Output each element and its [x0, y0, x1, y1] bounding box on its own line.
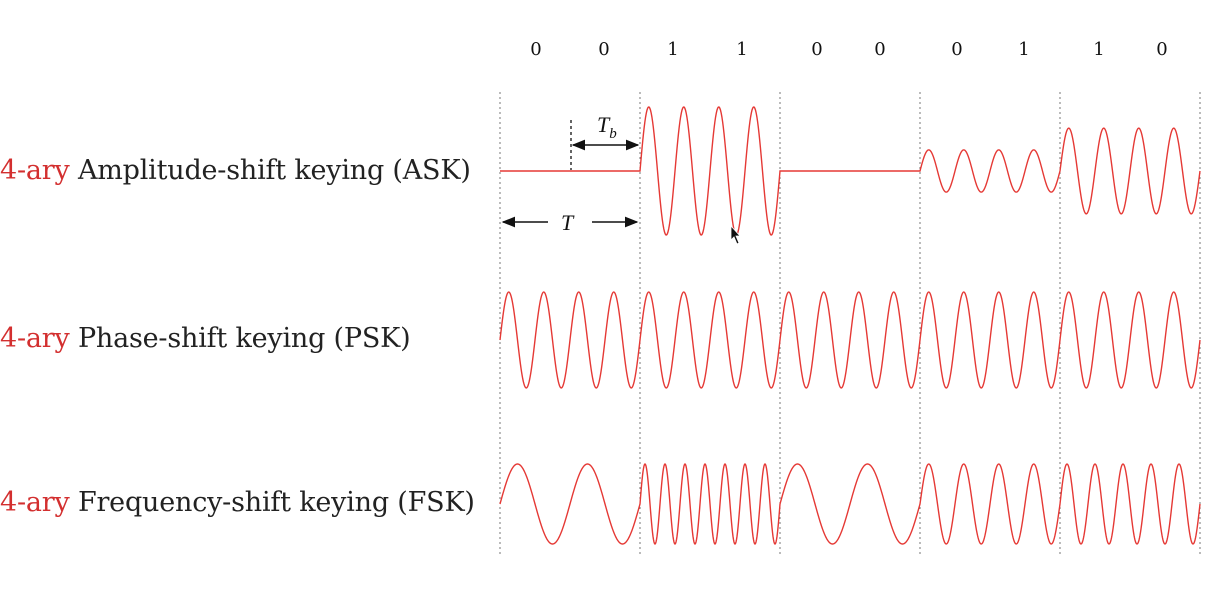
bit-sequence: 0 0 1 1 0 0 0 1 1 0: [530, 39, 1167, 60]
bit-label: 0: [598, 39, 609, 60]
bit-label: 1: [1093, 39, 1104, 60]
tb-label: Tb: [597, 112, 617, 142]
bit-label: 1: [1018, 39, 1029, 60]
ask-row-label: 4-ary Amplitude-shift keying (ASK): [0, 155, 471, 186]
bit-label: 1: [667, 39, 678, 60]
bit-label: 0: [874, 39, 885, 60]
t-annotation: T: [501, 210, 639, 235]
ask-waveform: [500, 106, 1201, 236]
symbol-boundary-guides: [499, 92, 1201, 556]
bit-label: 0: [1156, 39, 1167, 60]
ask-prefix: 4-ary: [0, 155, 70, 186]
bit-label: 0: [811, 39, 822, 60]
bit-label: 1: [736, 39, 747, 60]
psk-waveform: [499, 291, 1201, 389]
ask-label-text: Amplitude-shift keying (ASK): [69, 155, 471, 186]
mouse-cursor-icon: [730, 224, 741, 245]
fsk-prefix: 4-ary: [0, 487, 70, 518]
fsk-waveform: [499, 463, 1201, 545]
psk-row-label: 4-ary Phase-shift keying (PSK): [0, 323, 411, 354]
t-label: T: [561, 210, 575, 235]
psk-label-text: Phase-shift keying (PSK): [69, 323, 411, 354]
psk-prefix: 4-ary: [0, 323, 70, 354]
fsk-row-label: 4-ary Frequency-shift keying (FSK): [0, 487, 475, 518]
waveforms: [499, 106, 1201, 545]
bit-label: 0: [951, 39, 962, 60]
tb-annotation: Tb: [570, 112, 640, 170]
bit-label: 0: [530, 39, 541, 60]
fsk-label-text: Frequency-shift keying (FSK): [69, 487, 475, 518]
